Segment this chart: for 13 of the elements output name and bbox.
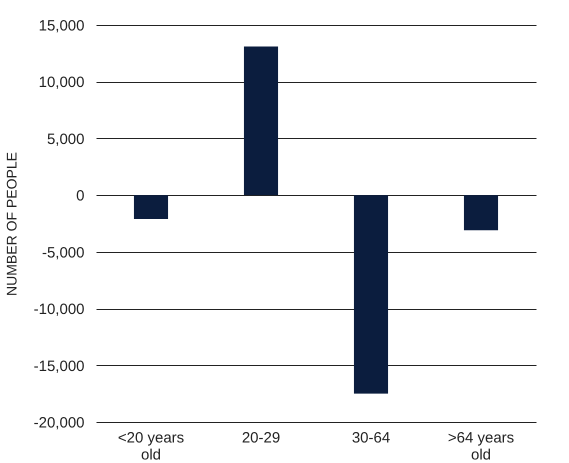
y-axis-title: NUMBER OF PEOPLE	[4, 152, 20, 296]
y-tick-label: -15,000	[34, 358, 84, 375]
y-tick-label: 5,000	[46, 130, 84, 148]
y-tick-label: 15,000	[38, 18, 84, 34]
y-tick-label: -20,000	[34, 414, 84, 432]
y-tick-label: 0	[76, 188, 84, 205]
x-tick-label: 30-64	[352, 430, 390, 446]
x-tick-label: <20 years old	[118, 430, 184, 463]
y-tick-label: -5,000	[42, 244, 84, 262]
y-tick-label: 10,000	[38, 74, 84, 92]
x-tick-label: 20-29	[242, 430, 280, 446]
x-tick-label: >64 years old	[448, 430, 514, 463]
y-tick-label: -10,000	[34, 301, 84, 318]
